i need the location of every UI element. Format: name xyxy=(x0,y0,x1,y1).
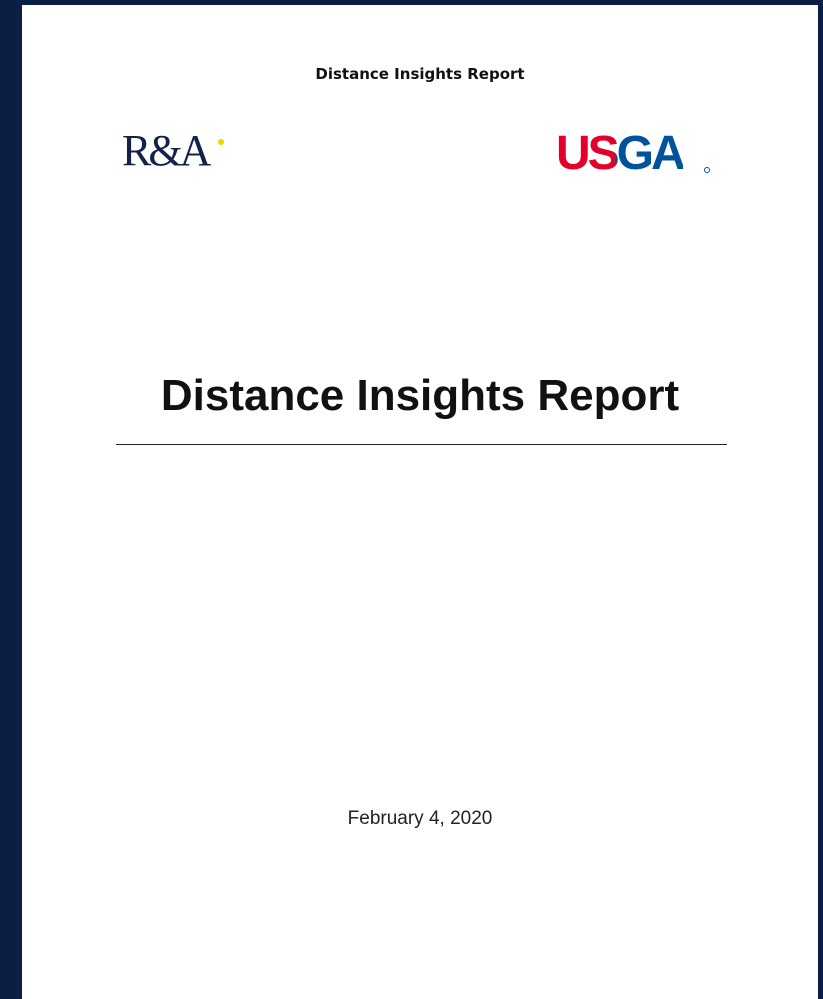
page-header: Distance Insights Report xyxy=(315,65,525,83)
document-date: February 4, 2020 xyxy=(347,808,493,829)
usga-logo: USGA xyxy=(556,127,686,180)
title-rule xyxy=(116,444,727,445)
registered-mark xyxy=(704,167,710,173)
ra-logo: R&A xyxy=(122,126,211,175)
document-page: Distance Insights Report R&A USGA Distan… xyxy=(22,5,818,999)
document-title: Distance Insights Report xyxy=(160,371,680,420)
ra-logo-dot xyxy=(218,139,224,145)
